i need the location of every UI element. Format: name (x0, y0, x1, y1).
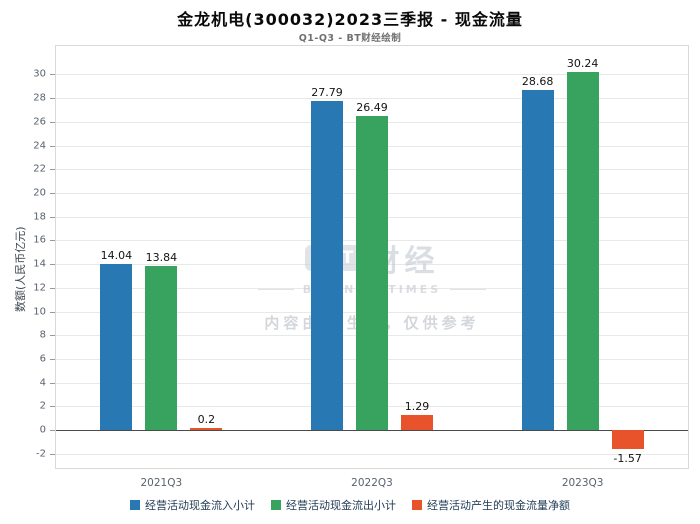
x-category-label: 2023Q3 (561, 477, 604, 489)
legend-label: 经营活动现金流出小计 (286, 499, 396, 512)
bar-2021Q3-series1 (100, 263, 133, 431)
y-tick-label: 12 (33, 282, 46, 294)
bar-2022Q3-series1 (311, 100, 343, 431)
bar-value-label: 1.29 (404, 399, 430, 413)
y-axis-label: 数额(人民币亿元) (14, 226, 27, 312)
bar-2021Q3-series2 (145, 266, 178, 431)
legend-item-series2: 经营活动现金流出小计 (271, 497, 396, 513)
y-tick-label: 30 (33, 68, 46, 80)
y-tick-label: 6 (39, 353, 46, 365)
y-tick-label: 10 (33, 306, 46, 318)
bar-value-label: 26.49 (356, 101, 388, 115)
legend: 经营活动现金流入小计 经营活动现金流出小计 经营活动产生的现金流量净额 (0, 497, 700, 513)
y-tick-label: 22 (33, 163, 46, 175)
plot-area: B T 财经 BUSINESSTIMES 内容由AI生成，仅供参考 -20246… (33, 45, 689, 489)
y-tick-label: 2 (39, 400, 46, 412)
bar-value-label: -1.57 (613, 451, 642, 465)
bar-2023Q3-series3 (611, 430, 644, 449)
zero-line (50, 430, 688, 432)
bar-value-label: 30.24 (566, 56, 599, 70)
bar-value-label: 14.04 (100, 248, 133, 262)
y-tick-label: 20 (33, 187, 46, 199)
chart-title: 金龙机电(300032)2023三季报 - 现金流量 (177, 10, 523, 29)
legend-swatch (412, 500, 422, 510)
y-tick-label: 18 (33, 211, 46, 223)
y-tick-label: 0 (39, 424, 46, 436)
legend-label: 经营活动产生的现金流量净额 (427, 499, 570, 512)
legend-label: 经营活动现金流入小计 (145, 499, 255, 512)
y-tick-label: 4 (39, 377, 46, 389)
bar-value-label: 13.84 (145, 251, 178, 264)
x-category-label: 2022Q3 (351, 477, 393, 489)
y-tick-label: 24 (33, 140, 46, 152)
gridline (50, 453, 688, 455)
x-category-label: 2021Q3 (140, 477, 183, 489)
legend-item-series1: 经营活动现金流入小计 (130, 497, 255, 513)
bar-value-label: 0.2 (197, 412, 216, 426)
gridline (50, 98, 688, 100)
y-tick-label: 8 (39, 329, 46, 341)
chart-subtitle: Q1-Q3 - BT财经绘制 (298, 33, 402, 44)
bar-value-label: 28.68 (521, 75, 554, 89)
legend-item-series3: 经营活动产生的现金流量净额 (412, 497, 570, 513)
y-tick-label: 16 (33, 234, 46, 246)
y-tick-label: 14 (33, 258, 46, 270)
legend-swatch (271, 500, 281, 510)
y-tick-label: 26 (33, 116, 46, 128)
bar-2022Q3-series3 (401, 414, 433, 431)
gridline (50, 74, 688, 76)
y-tick-label: -2 (36, 448, 46, 460)
y-tick-label: 28 (33, 92, 46, 104)
bar-2021Q3-series3 (190, 427, 223, 431)
legend-swatch (130, 500, 140, 510)
bar-2023Q3-series1 (521, 90, 554, 431)
bar-2023Q3-series2 (566, 71, 599, 431)
bar-2022Q3-series2 (356, 116, 388, 431)
bar-value-label: 27.79 (311, 85, 343, 99)
